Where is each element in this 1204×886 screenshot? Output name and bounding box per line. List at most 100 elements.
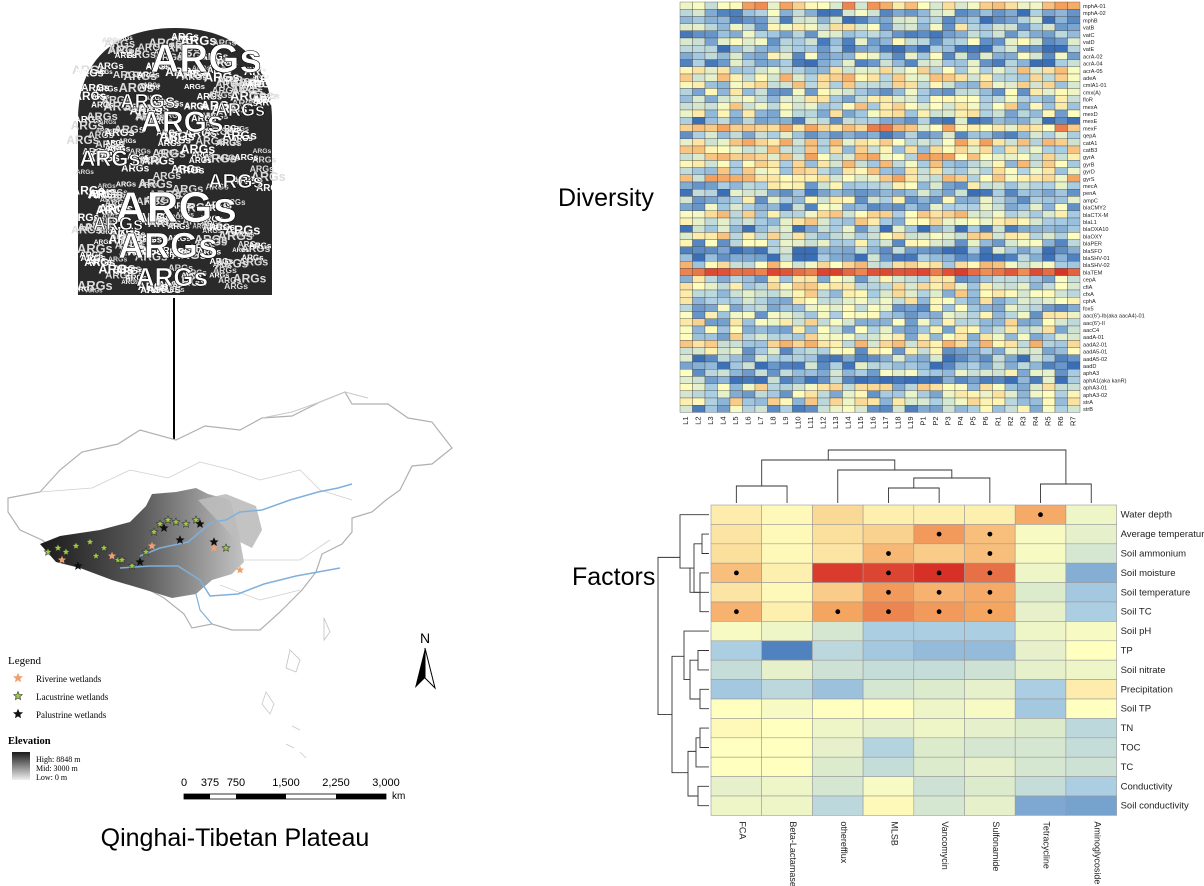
diversity-cell — [1067, 95, 1081, 103]
diversity-cell — [1054, 16, 1068, 24]
diversity-cell — [929, 246, 943, 255]
factors-cell — [761, 679, 813, 700]
diversity-cell — [767, 369, 781, 377]
diversity-cell — [842, 45, 856, 53]
diversity-cell — [1017, 1, 1031, 10]
diversity-cell — [842, 261, 856, 269]
diversity-cell — [717, 95, 731, 103]
cloud-word: ARGs — [203, 222, 228, 232]
cloud-word: ARGs — [133, 155, 161, 166]
factors-cell — [862, 679, 915, 700]
diversity-cell — [992, 66, 1006, 75]
diversity-cell — [904, 131, 918, 139]
cloud-word: ARGs — [248, 98, 268, 105]
diversity-cell — [767, 246, 781, 255]
diversity-cell — [767, 390, 781, 399]
diversity-cell — [854, 81, 868, 89]
diversity-cell — [1054, 1, 1068, 10]
diversity-cell — [954, 196, 968, 204]
diversity-cell — [817, 30, 831, 39]
diversity-cell — [754, 153, 768, 161]
site-marker — [107, 551, 117, 560]
cloud-word: ARGs — [148, 36, 182, 50]
diversity-cell — [704, 340, 718, 348]
diversity-cell — [792, 203, 806, 211]
diversity-cell — [892, 81, 906, 89]
diversity-cell — [942, 189, 956, 197]
diversity-cell — [929, 181, 943, 190]
diversity-cell — [692, 361, 706, 370]
diversity-cell — [804, 30, 818, 39]
diversity-cell — [979, 340, 993, 348]
diversity-cell — [817, 297, 831, 305]
diversity-cell — [954, 405, 968, 413]
diversity-row-label: mexA — [1083, 105, 1098, 111]
diversity-cell — [679, 333, 693, 341]
diversity-cell — [729, 297, 743, 305]
diversity-cell — [929, 138, 943, 147]
diversity-cell — [679, 145, 693, 154]
diversity-cell — [679, 361, 693, 370]
diversity-cell — [992, 246, 1006, 255]
diversity-cell — [1042, 145, 1056, 154]
diversity-cell — [879, 217, 893, 226]
diversity-cell — [992, 347, 1006, 355]
diversity-cell — [767, 217, 781, 226]
diversity-cell — [992, 239, 1006, 247]
cloud-word: ARGs — [171, 200, 194, 210]
diversity-cell — [1029, 37, 1043, 46]
diversity-cell — [1017, 261, 1031, 269]
diversity-cell — [929, 261, 943, 269]
cloud-word: ARGs — [202, 152, 236, 166]
cloud-word: ARGs — [202, 122, 220, 129]
diversity-cell — [717, 333, 731, 341]
diversity-col-label: P3 — [944, 416, 953, 425]
diversity-cell — [879, 9, 893, 17]
diversity-cell — [842, 333, 856, 341]
diversity-cell — [742, 297, 756, 305]
diversity-cell — [767, 282, 781, 291]
diversity-cell — [779, 30, 793, 39]
diversity-cell — [842, 361, 856, 370]
cloud-word: ARGs — [166, 40, 200, 54]
diversity-cell — [792, 253, 806, 262]
diversity-cell — [767, 203, 781, 211]
diversity-cell — [692, 225, 706, 233]
diversity-col-label: L17 — [881, 416, 890, 429]
cloud-word: ARGs — [158, 149, 180, 158]
cloud-word: ARGs — [153, 171, 182, 182]
cloud-word: ARGs — [181, 271, 202, 280]
diversity-cell — [742, 268, 756, 276]
cloud-word: ARGs — [144, 195, 175, 207]
diversity-cell — [817, 81, 831, 89]
diversity-cell — [929, 95, 943, 103]
diversity-row-label: gyrA — [1083, 155, 1095, 161]
cloud-word: ARGs — [119, 229, 146, 240]
cloud-word: ARGs — [204, 126, 234, 138]
diversity-cell — [1029, 145, 1043, 154]
diversity-cell — [904, 390, 918, 399]
diversity-cell — [692, 268, 706, 276]
diversity-cell — [717, 145, 731, 154]
diversity-cell — [1029, 333, 1043, 341]
diversity-cell — [1042, 102, 1056, 111]
diversity-cell — [692, 160, 706, 168]
diversity-cell — [854, 333, 868, 341]
diversity-row-label: vatC — [1083, 33, 1095, 39]
diversity-cell — [929, 1, 943, 10]
cloud-word: ARGs — [127, 49, 157, 61]
diversity-cell — [1004, 210, 1018, 219]
factors-cell — [964, 504, 1016, 525]
diversity-cell — [1042, 304, 1056, 312]
diversity-cell — [792, 369, 806, 377]
cloud-word: ARGs — [102, 212, 122, 221]
diversity-cell — [904, 102, 918, 111]
cloud-word: ARGs — [172, 247, 195, 256]
diversity-cell — [792, 297, 806, 305]
cloud-word: ARGs — [127, 153, 149, 162]
diversity-cell — [717, 397, 731, 406]
diversity-cell — [742, 88, 756, 96]
diversity-cell — [1004, 66, 1018, 75]
diversity-cell — [692, 16, 706, 24]
diversity-cell — [767, 232, 781, 240]
